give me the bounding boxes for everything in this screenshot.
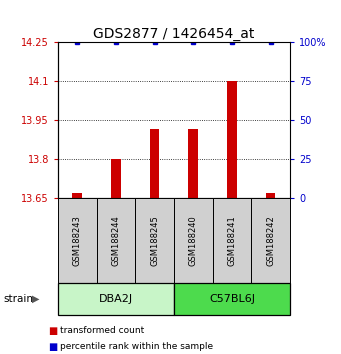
Bar (58, 198, 97, 283)
Text: ■: ■ (48, 326, 57, 336)
Bar (174, 198, 212, 283)
Text: ▶: ▶ (32, 294, 40, 304)
Text: GSM188242: GSM188242 (266, 215, 275, 266)
Bar (188, 130, 198, 198)
Bar (174, 283, 290, 315)
Text: GSM188241: GSM188241 (227, 215, 236, 266)
Text: C57BL6J: C57BL6J (209, 294, 255, 304)
Bar (58, 283, 174, 315)
Text: DBA2J: DBA2J (99, 294, 133, 304)
Bar (97, 198, 135, 283)
Bar (266, 193, 276, 198)
Text: transformed count: transformed count (60, 326, 144, 336)
Bar (227, 81, 237, 198)
Bar (135, 198, 174, 283)
Text: ■: ■ (48, 342, 57, 352)
Bar (111, 159, 121, 198)
Bar (150, 130, 159, 198)
Text: percentile rank within the sample: percentile rank within the sample (60, 342, 213, 352)
Title: GDS2877 / 1426454_at: GDS2877 / 1426454_at (93, 28, 255, 41)
Text: GSM188245: GSM188245 (150, 215, 159, 266)
Text: GSM188243: GSM188243 (73, 215, 82, 266)
Text: GSM188244: GSM188244 (112, 215, 120, 266)
Bar (212, 198, 251, 283)
Bar (73, 193, 82, 198)
Text: strain: strain (3, 294, 33, 304)
Text: GSM188240: GSM188240 (189, 215, 198, 266)
Bar (251, 198, 290, 283)
